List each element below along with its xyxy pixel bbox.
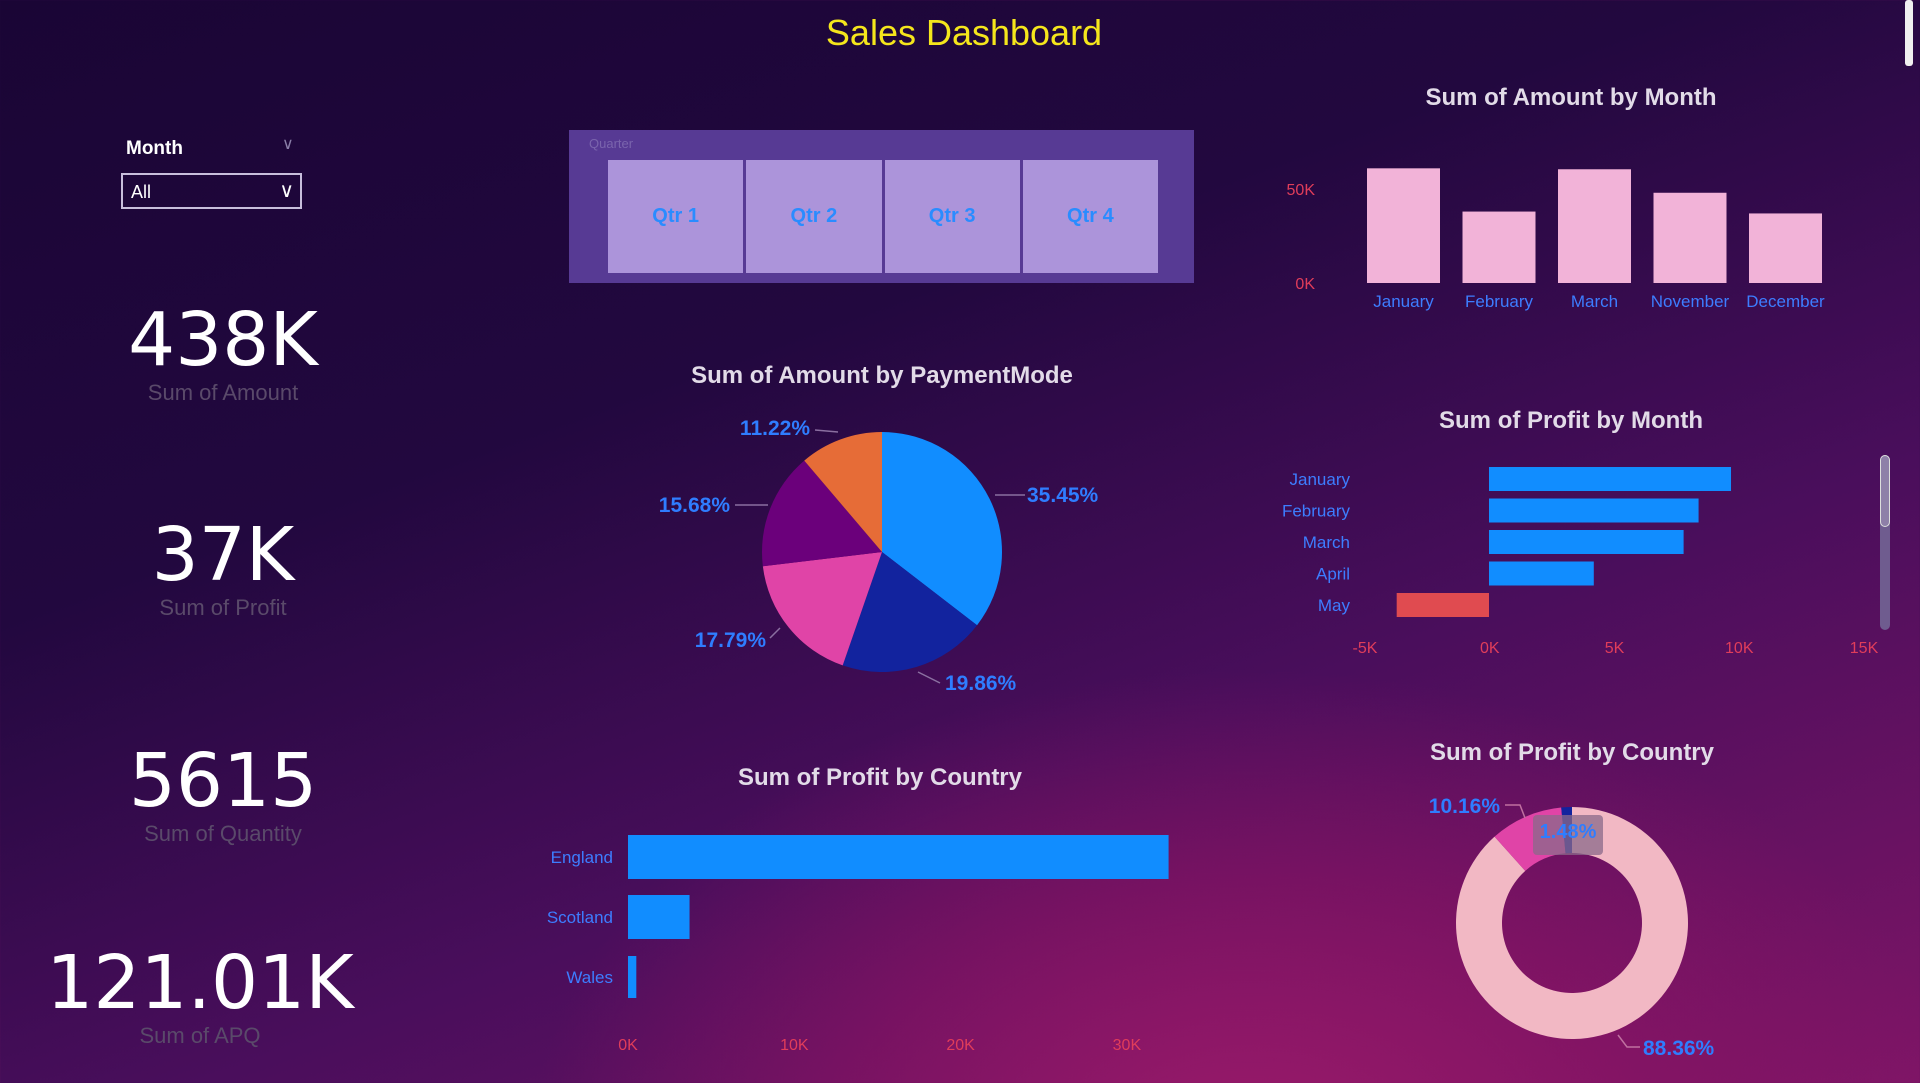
- month-slicer-label: Month: [126, 138, 183, 159]
- x-tick-label: January: [1373, 292, 1434, 311]
- data-label: 88.36%: [1643, 1037, 1715, 1060]
- page-scrollbar[interactable]: [1905, 0, 1913, 66]
- quarter-button-3[interactable]: Qtr 3: [884, 160, 1020, 273]
- x-tick-label: November: [1651, 292, 1730, 311]
- y-tick-label: Wales: [566, 968, 613, 987]
- y-tick-label: April: [1316, 565, 1350, 584]
- data-label: 19.86%: [945, 672, 1017, 695]
- data-label-background: [1533, 815, 1603, 855]
- quarter-button-2[interactable]: Qtr 2: [746, 160, 882, 273]
- x-tick-label: 20K: [946, 1037, 975, 1054]
- bar: [1653, 192, 1727, 283]
- x-tick-label: 10K: [1725, 640, 1754, 657]
- kpi-card-amount: 438K Sum of Amount: [0, 300, 446, 406]
- kpi-label: Sum of Quantity: [144, 821, 302, 846]
- bar: [1558, 169, 1631, 283]
- kpi-label: Sum of APQ: [139, 1023, 261, 1048]
- y-tick-label: 50K: [1287, 182, 1316, 199]
- profit-by-month-scrollbar[interactable]: [1880, 455, 1890, 630]
- data-label: 35.45%: [1027, 484, 1099, 507]
- quarter-button-1[interactable]: Qtr 1: [608, 160, 744, 273]
- chart-title-profit-by-month: Sum of Profit by Month: [1439, 407, 1703, 434]
- leader-line: [1505, 804, 1526, 819]
- bar: [1489, 530, 1684, 554]
- x-tick-label: 15K: [1850, 640, 1879, 657]
- bar: [628, 835, 1169, 879]
- bar: [1489, 561, 1594, 586]
- kpi-value: 121.01K: [46, 940, 354, 1026]
- kpi-value: 438K: [128, 297, 318, 383]
- x-tick-label: 30K: [1113, 1037, 1142, 1054]
- bar: [1489, 498, 1699, 523]
- y-tick-label: March: [1303, 533, 1350, 552]
- bar: [628, 895, 690, 939]
- y-tick-label: Scotland: [547, 908, 613, 927]
- y-tick-label: 0K: [1295, 276, 1315, 293]
- y-tick-label: England: [551, 848, 613, 867]
- kpi-value: 5615: [128, 738, 318, 824]
- leader-line: [1617, 1034, 1640, 1048]
- kpi-card-quantity: 5615 Sum of Quantity: [0, 741, 446, 847]
- data-label: 15.68%: [659, 494, 731, 517]
- kpi-label: Sum of Profit: [159, 595, 287, 620]
- pie-slice: [762, 552, 882, 666]
- bar: [1396, 593, 1489, 617]
- kpi-label: Sum of Amount: [147, 380, 299, 405]
- chart-title-profit-by-country: Sum of Profit by Country: [738, 764, 1022, 791]
- x-tick-label: 10K: [780, 1037, 809, 1054]
- data-label: 1.48%: [1540, 821, 1597, 843]
- y-tick-label: May: [1318, 596, 1351, 615]
- data-label: 11.22%: [740, 417, 810, 440]
- pie-slice: [804, 432, 882, 552]
- data-label: 10.16%: [1429, 795, 1501, 818]
- profit-by-month-scroll-thumb[interactable]: [1880, 455, 1890, 527]
- quarter-slicer: Quarter Qtr 1 Qtr 2 Qtr 3 Qtr 4: [569, 130, 1194, 283]
- bar: [1489, 467, 1732, 491]
- chart-title-amount-by-paymentmode: Sum of Amount by PaymentMode: [691, 362, 1073, 389]
- chart-title-profit-by-country-donut: Sum of Profit by Country: [1430, 739, 1714, 766]
- donut-slice: [1456, 807, 1689, 1039]
- data-label: 17.79%: [695, 629, 767, 652]
- kpi-value: 37K: [151, 512, 295, 598]
- x-tick-label: February: [1465, 292, 1534, 311]
- pie-slice: [762, 460, 882, 567]
- x-tick-label: 0K: [618, 1037, 638, 1054]
- x-tick-label: December: [1746, 292, 1825, 311]
- month-dropdown[interactable]: All ∨: [121, 173, 302, 209]
- x-tick-label: March: [1571, 292, 1618, 311]
- pie-slice: [882, 432, 1003, 626]
- kpi-card-apq: 121.01K Sum of APQ: [0, 943, 423, 1049]
- quarter-slicer-label: Quarter: [589, 136, 634, 151]
- x-tick-label: 0K: [1480, 640, 1500, 657]
- x-tick-label: 5K: [1605, 640, 1625, 657]
- chevron-down-icon: ∨: [279, 180, 294, 202]
- quarter-button-4[interactable]: Qtr 4: [1022, 160, 1158, 273]
- leader-line: [769, 627, 781, 639]
- y-tick-label: January: [1290, 470, 1351, 489]
- month-dropdown-value: All: [131, 182, 152, 202]
- bar: [1749, 213, 1822, 283]
- dashboard-title: Sales Dashboard: [825, 12, 1103, 53]
- kpi-card-profit: 37K Sum of Profit: [0, 515, 446, 621]
- leader-line: [814, 429, 839, 433]
- chevron-down-icon[interactable]: ∨: [282, 136, 294, 153]
- pie-slice: [842, 552, 978, 672]
- x-tick-label: -5K: [1353, 640, 1378, 657]
- y-tick-label: February: [1282, 502, 1351, 521]
- bar: [1367, 168, 1440, 283]
- leader-line: [917, 671, 941, 684]
- bar: [628, 956, 637, 998]
- chart-title-amount-by-month: Sum of Amount by Month: [1425, 84, 1717, 111]
- bar: [1462, 211, 1536, 283]
